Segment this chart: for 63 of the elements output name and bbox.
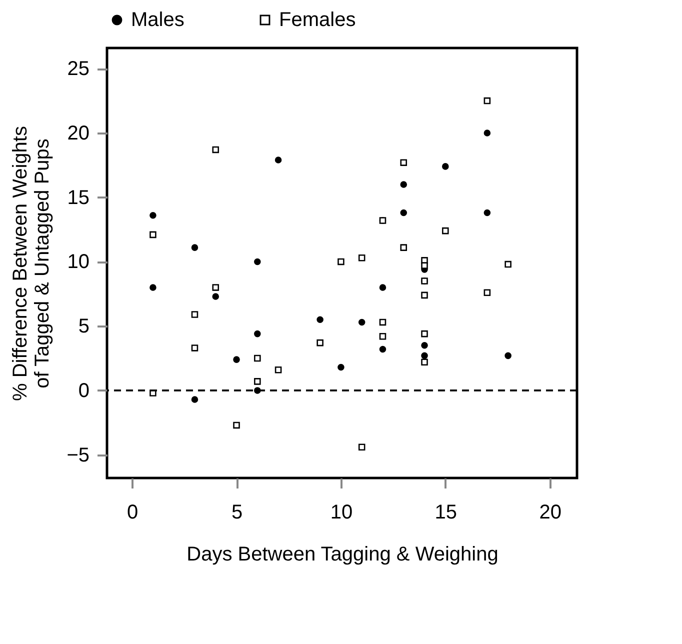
point — [379, 284, 386, 291]
legend-label: Males — [131, 9, 184, 31]
point — [233, 422, 240, 429]
point — [421, 358, 428, 366]
x-tick-label: 10 — [330, 502, 353, 524]
point — [212, 293, 220, 300]
x-tick-label: 15 — [434, 502, 458, 524]
point — [400, 181, 408, 188]
point — [442, 163, 449, 170]
point — [338, 258, 344, 266]
x-tick-label: 5 — [231, 502, 243, 524]
y-tick-label: 25 — [67, 58, 90, 80]
x-axis-title: Days Between Tagging & Weighing — [186, 544, 498, 566]
point — [379, 332, 386, 340]
point — [316, 316, 324, 324]
point — [316, 339, 324, 346]
y-tick-label: 5 — [78, 316, 90, 338]
point — [150, 284, 156, 291]
point — [421, 330, 428, 338]
point — [400, 244, 408, 251]
point — [421, 352, 428, 360]
point — [484, 130, 491, 136]
point — [421, 342, 428, 349]
point — [191, 344, 198, 352]
y-tick-label: 15 — [67, 186, 90, 209]
point — [191, 244, 198, 251]
point — [504, 260, 512, 268]
point — [254, 354, 261, 362]
y-tick-label: 20 — [67, 122, 90, 144]
y-tick-label: 10 — [67, 251, 90, 274]
point — [504, 352, 512, 360]
point — [254, 258, 261, 266]
x-tick-label: 20 — [539, 502, 562, 524]
point — [379, 346, 386, 353]
point — [191, 311, 198, 318]
point — [442, 227, 449, 234]
point — [400, 159, 408, 166]
point — [484, 209, 491, 216]
point — [421, 262, 428, 269]
point — [358, 254, 366, 262]
point — [212, 146, 220, 154]
point — [150, 231, 156, 238]
point — [421, 292, 428, 299]
point — [274, 366, 282, 374]
point — [191, 396, 198, 403]
legend-label: Females — [279, 9, 356, 31]
point — [358, 444, 366, 450]
point — [379, 318, 386, 326]
point — [400, 209, 408, 216]
y-tick-label: −5 — [66, 444, 90, 466]
x-tick-label: 0 — [127, 502, 138, 524]
y-tick-label: 0 — [78, 380, 90, 402]
point — [254, 330, 261, 338]
point — [484, 289, 491, 296]
point — [358, 318, 366, 326]
point — [274, 156, 282, 164]
point — [484, 97, 491, 104]
point — [254, 378, 261, 385]
y-axis-title: % Difference Between Weights of Tagged & Untagged Pups — [10, 126, 54, 401]
point — [212, 284, 220, 291]
point — [233, 356, 240, 363]
point — [338, 364, 344, 371]
point — [150, 212, 156, 219]
